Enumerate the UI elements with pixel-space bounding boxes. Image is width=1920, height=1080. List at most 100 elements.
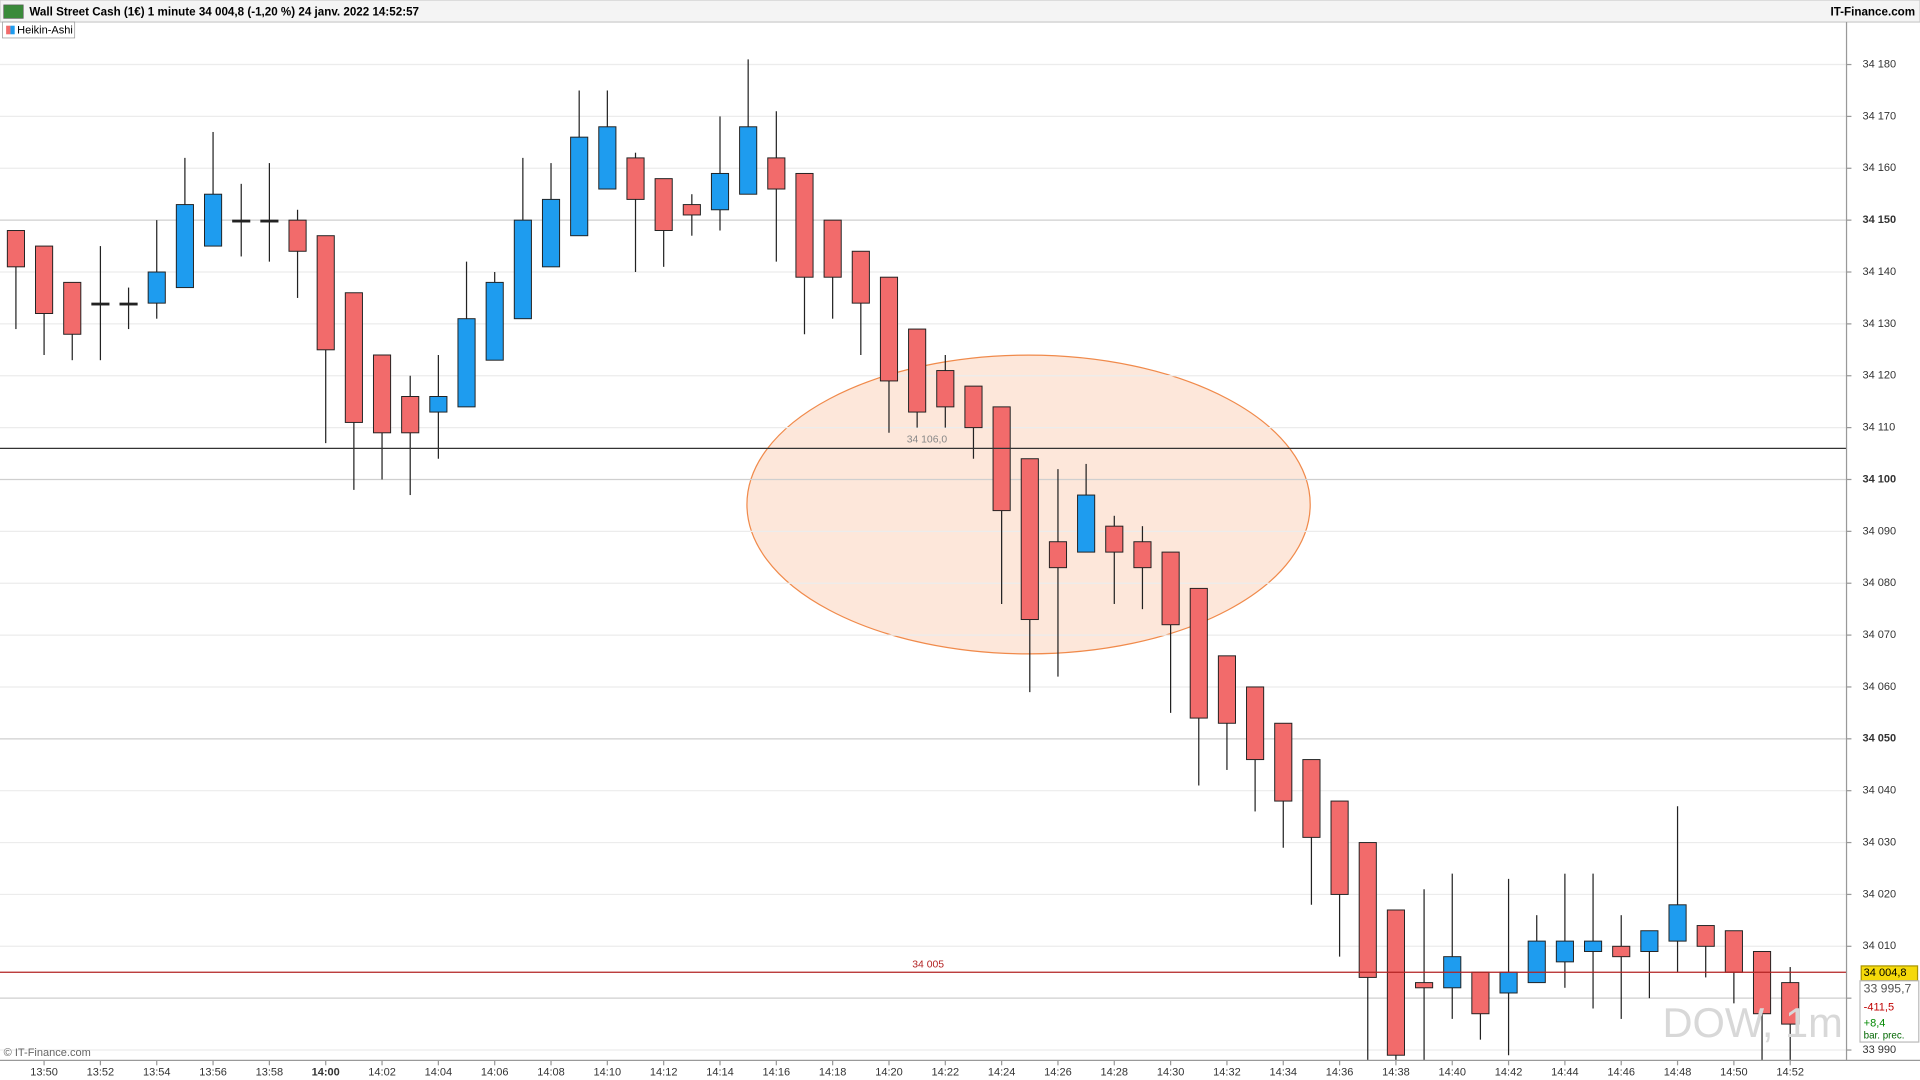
- x-tick-label: 14:30: [1157, 1067, 1185, 1079]
- x-tick-label: 14:02: [368, 1067, 396, 1079]
- candle-body: [485, 281, 504, 361]
- x-tick-label: 14:00: [312, 1067, 340, 1079]
- x-tick-label: 13:50: [30, 1067, 58, 1079]
- y-tick-label: 34 170: [1862, 110, 1896, 122]
- y-tick-label: 34 070: [1862, 629, 1896, 641]
- copyright: © IT-Finance.com: [4, 1047, 91, 1059]
- candle-body: [288, 219, 307, 252]
- x-tick-label: 13:56: [199, 1067, 227, 1079]
- candle-body: [91, 302, 110, 306]
- candle-body: [908, 328, 927, 413]
- legend-icon: [6, 25, 11, 35]
- candle-body: [1612, 945, 1631, 958]
- y-tick-label: 34 030: [1862, 836, 1896, 848]
- info-label: 33 995,7: [1864, 982, 1912, 996]
- x-tick-label: 14:50: [1720, 1067, 1748, 1079]
- candle-body: [823, 219, 842, 278]
- candle-body: [767, 157, 786, 190]
- info-label: +8,4: [1864, 1018, 1886, 1030]
- x-tick-label: 14:18: [819, 1067, 847, 1079]
- candle-body: [936, 370, 955, 408]
- x-tick-label: 13:58: [256, 1067, 284, 1079]
- header-bar: [0, 0, 1920, 23]
- candle-body: [1274, 722, 1293, 802]
- x-tick-label: 14:24: [988, 1067, 1016, 1079]
- legend-text: Heikin-Ashi: [17, 25, 73, 37]
- candle-body: [879, 276, 899, 382]
- candle-body: [1077, 494, 1096, 553]
- candle-body: [1358, 842, 1377, 978]
- x-tick-label: 14:34: [1269, 1067, 1297, 1079]
- candle-body: [1752, 950, 1772, 1015]
- y-tick-label: 34 060: [1862, 681, 1896, 693]
- x-tick-label: 14:10: [594, 1067, 622, 1079]
- candle-body: [851, 250, 870, 304]
- candle-body: [1584, 940, 1603, 952]
- source: IT-Finance.com: [1830, 5, 1915, 18]
- x-tick-label: 13:54: [143, 1067, 171, 1079]
- legend-box: [2, 21, 76, 39]
- x-tick-label: 14:48: [1664, 1067, 1692, 1079]
- candle-body: [964, 385, 983, 429]
- x-tick-label: 14:46: [1607, 1067, 1635, 1079]
- candle-body: [1133, 541, 1152, 569]
- candle-body: [1724, 930, 1743, 973]
- x-tick-label: 14:44: [1551, 1067, 1579, 1079]
- candle-body: [1696, 925, 1715, 947]
- y-tick-label: 34 090: [1862, 525, 1896, 537]
- candle-body: [1640, 930, 1659, 952]
- x-tick-label: 14:26: [1044, 1067, 1072, 1079]
- candle-body: [119, 302, 138, 306]
- candle-body: [541, 198, 561, 268]
- x-tick-label: 14:32: [1213, 1067, 1241, 1079]
- info-label: -411,5: [1864, 1002, 1894, 1014]
- candle-body: [204, 193, 223, 247]
- candle-body: [232, 219, 251, 223]
- candle-body: [1020, 458, 1039, 621]
- info-box: [1859, 980, 1920, 1043]
- info-label: bar. prec.: [1864, 1031, 1905, 1042]
- candle-body: [1527, 940, 1546, 984]
- candle-body: [513, 219, 532, 320]
- candle-body: [1415, 982, 1434, 989]
- candle-body: [457, 318, 476, 408]
- x-tick-label: 14:38: [1382, 1067, 1410, 1079]
- y-tick-label: 34 150: [1862, 214, 1896, 226]
- candle-body: [1330, 800, 1349, 895]
- y-tick-label: 34 130: [1862, 318, 1896, 330]
- candle-body: [1105, 525, 1124, 553]
- y-tick-label: 34 120: [1862, 370, 1896, 382]
- candle-body: [1161, 551, 1180, 626]
- x-tick-label: 14:16: [763, 1067, 791, 1079]
- candle-body: [710, 172, 730, 211]
- app-icon: [3, 4, 24, 19]
- candle-body: [429, 396, 448, 413]
- candle-body: [1499, 971, 1518, 994]
- candle-body: [1048, 541, 1068, 569]
- candle-body: [1302, 759, 1321, 838]
- candle-body: [401, 396, 420, 434]
- candle-body: [795, 172, 814, 278]
- x-tick-label: 14:52: [1776, 1067, 1804, 1079]
- candle-body: [1668, 904, 1687, 942]
- candle-body: [598, 126, 617, 190]
- candle-body: [1555, 940, 1574, 963]
- x-tick-label: 14:20: [875, 1067, 903, 1079]
- candle-body: [739, 126, 758, 195]
- candle-body: [682, 204, 701, 216]
- y-tick-label: 34 040: [1862, 785, 1896, 797]
- x-tick-label: 14:36: [1326, 1067, 1354, 1079]
- candle-body: [1246, 686, 1265, 761]
- y-tick-label: 34 010: [1862, 940, 1896, 952]
- candle-body: [35, 245, 54, 314]
- x-tick-label: 13:52: [87, 1067, 115, 1079]
- candle-body: [344, 292, 363, 423]
- horizontal-line-label: 34 106,0: [907, 435, 948, 446]
- x-tick-label: 14:40: [1438, 1067, 1466, 1079]
- candle-body: [6, 230, 25, 268]
- watermark: DOW, 1m: [1662, 999, 1842, 1046]
- candle-body: [175, 204, 194, 289]
- candle-body: [1217, 655, 1236, 724]
